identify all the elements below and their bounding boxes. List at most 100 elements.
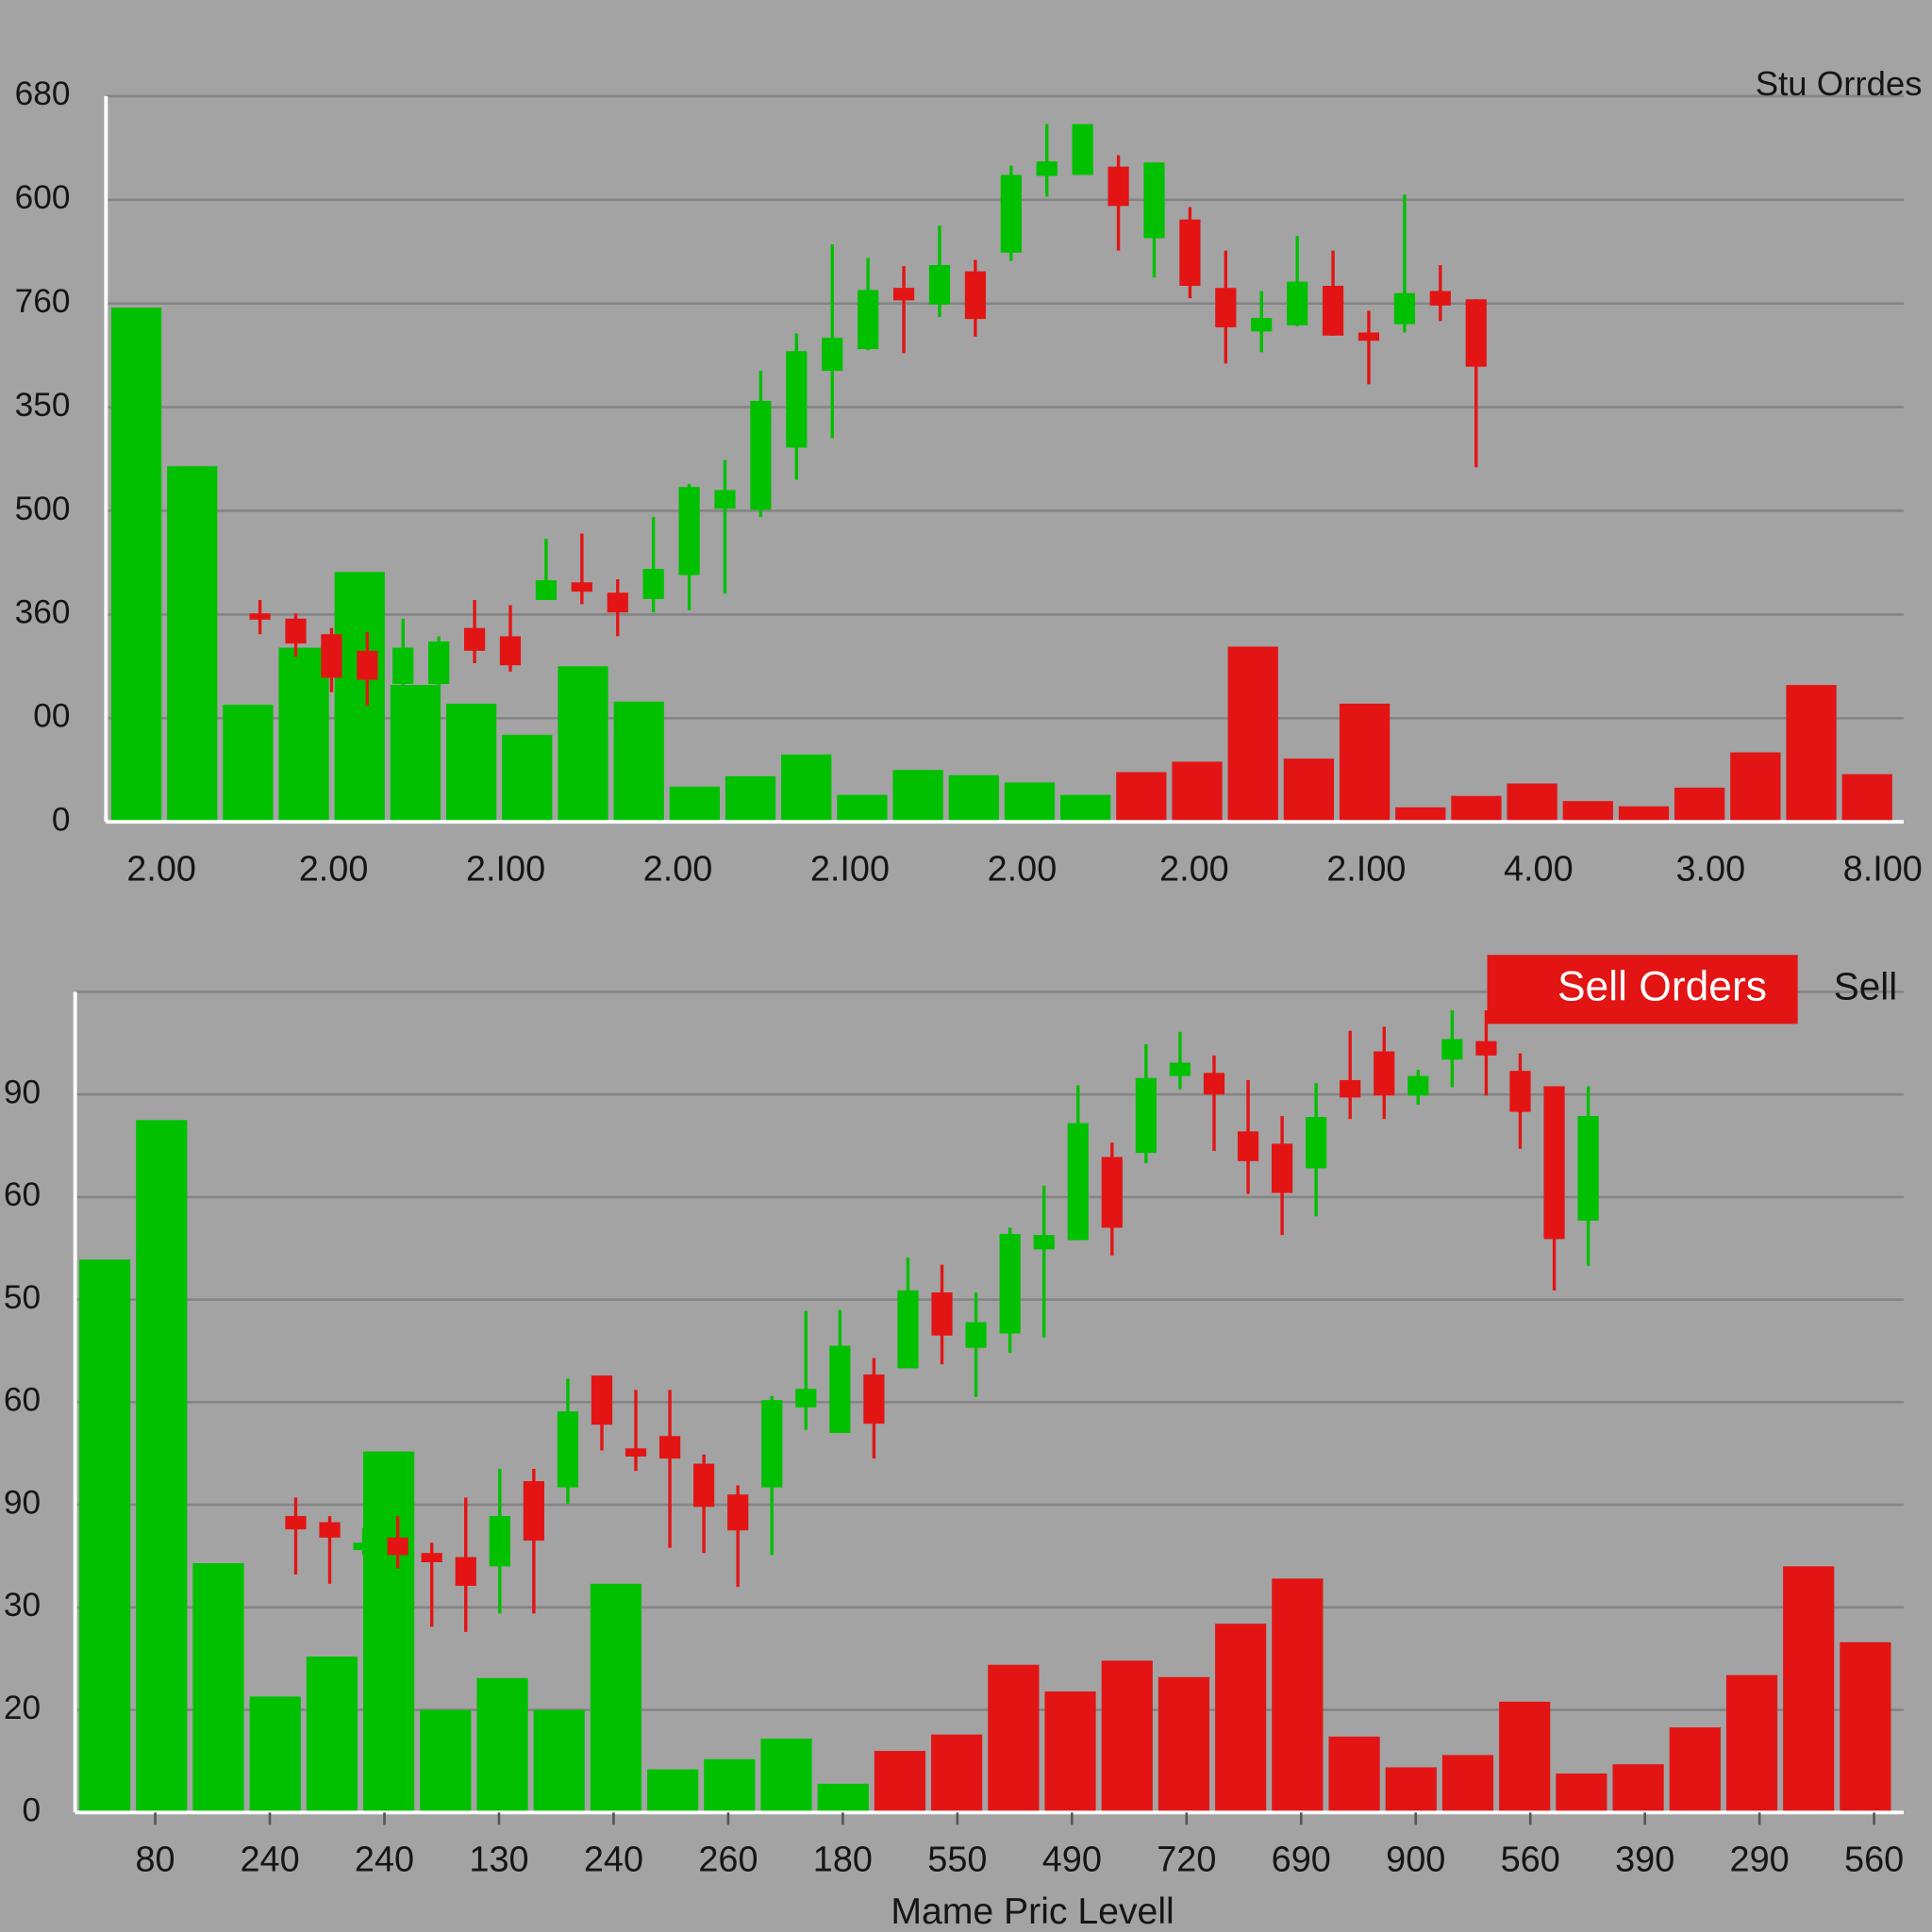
candle-body [1072, 124, 1093, 175]
volume-bar [1158, 1676, 1210, 1813]
y-tick-label: 680 [15, 75, 71, 112]
candle-body [421, 1553, 442, 1562]
y-tick-label: 00 [33, 698, 70, 735]
volume-bar [1328, 1736, 1380, 1813]
y-tick-label: 60 [4, 1176, 41, 1213]
volume-bar [1116, 772, 1167, 823]
y-tick-label: 350 [15, 387, 71, 424]
volume-bar [1227, 646, 1278, 823]
x-tick-label: 550 [927, 1840, 987, 1880]
x-tick-label: 240 [584, 1840, 643, 1880]
x-tick-label: 4.00 [1504, 849, 1574, 889]
volume-bar [647, 1769, 699, 1813]
y-tick-label: 30 [4, 1587, 41, 1624]
candle-body [786, 351, 808, 448]
x-axis-label: Mame Pric Levell [891, 1891, 1174, 1932]
volume-bar [1499, 1701, 1551, 1813]
volume-bar [249, 1696, 301, 1813]
candle-body [658, 1436, 681, 1459]
candle-body [1215, 288, 1237, 327]
volume-bar [1783, 1566, 1835, 1813]
candle-body [642, 569, 664, 599]
x-tick-label: 8.I00 [1843, 849, 1923, 889]
volume-bar [136, 1120, 188, 1813]
candle-body [392, 647, 414, 685]
volume-bar [892, 770, 943, 823]
x-tick-label: 240 [240, 1840, 299, 1880]
candle-body [693, 1463, 715, 1507]
volume-bar [502, 734, 553, 823]
candle-body [863, 1374, 885, 1424]
x-tick-label: 180 [813, 1840, 873, 1880]
x-tick-label: 80 [136, 1840, 175, 1880]
candle-body [1067, 1123, 1089, 1241]
candle-body [964, 271, 987, 320]
candle-body [249, 613, 271, 620]
volume-bar [1272, 1578, 1324, 1813]
y-tick-label: 500 [15, 491, 71, 527]
candle-body [750, 400, 772, 510]
volume-bar [1786, 685, 1837, 823]
volume-bar [420, 1709, 472, 1813]
candle-body [1000, 175, 1022, 253]
candle-body [571, 582, 592, 592]
volume-bar [931, 1734, 983, 1813]
candle-body [761, 1400, 783, 1488]
candle-body [489, 1516, 510, 1567]
volume-bar [1441, 1755, 1494, 1813]
volume-bar [1725, 1674, 1778, 1813]
volume-bar [1283, 758, 1335, 823]
candle-body [353, 1542, 375, 1550]
volume-bar [817, 1783, 869, 1813]
volume-bar [1451, 795, 1502, 823]
volume-bar [390, 685, 441, 823]
volume-bar [1339, 703, 1391, 823]
y-tick-label: 760 [15, 283, 71, 320]
candle-body [1322, 285, 1344, 336]
x-tick-label: 2.00 [643, 849, 713, 889]
candle-body [999, 1234, 1021, 1334]
volume-bar [363, 1451, 415, 1813]
x-tick-label: 2.I00 [810, 849, 890, 889]
legend-label: Sell Orders [1557, 964, 1767, 1010]
candle-body [428, 641, 450, 685]
candle-body [1179, 219, 1201, 286]
candle-body [463, 627, 486, 651]
volume-bar [110, 308, 162, 823]
volume-bar [334, 572, 385, 823]
candle-body [1393, 292, 1416, 325]
candle-body [455, 1557, 476, 1587]
volume-bar [1669, 1727, 1721, 1813]
candle-body [1203, 1073, 1225, 1095]
candle-body [928, 265, 951, 305]
candle-body [1543, 1086, 1565, 1240]
candle-body [535, 580, 558, 600]
candle-body [965, 1322, 987, 1348]
candle-body [1509, 1071, 1531, 1112]
y-tick-label: 0 [22, 1792, 41, 1829]
candle-body [1306, 1117, 1327, 1169]
x-tick-label: 290 [1730, 1840, 1790, 1880]
x-tick-label: 390 [1615, 1840, 1674, 1880]
candle-body [285, 1516, 307, 1530]
x-tick-label: 690 [1272, 1840, 1331, 1880]
x-tick-label: 260 [698, 1840, 758, 1880]
y-tick-label: 20 [4, 1690, 41, 1726]
candle-body [1143, 162, 1165, 239]
candle-body [1036, 161, 1058, 176]
volume-bar [1674, 787, 1725, 823]
chart-title: Stu Orrdes [1756, 64, 1923, 103]
x-tick-label: 560 [1844, 1840, 1904, 1880]
candle-body [591, 1375, 613, 1425]
candle-body [1429, 291, 1451, 306]
candle-body [625, 1448, 647, 1457]
volume-bar [1004, 782, 1056, 823]
x-tick-label: 900 [1386, 1840, 1445, 1880]
candle-body [822, 337, 843, 372]
candle-body [892, 288, 915, 301]
candle-body [1357, 332, 1380, 341]
volume-bar [1215, 1624, 1267, 1813]
x-tick-label: 2.00 [299, 849, 369, 889]
candle-body [931, 1292, 953, 1336]
